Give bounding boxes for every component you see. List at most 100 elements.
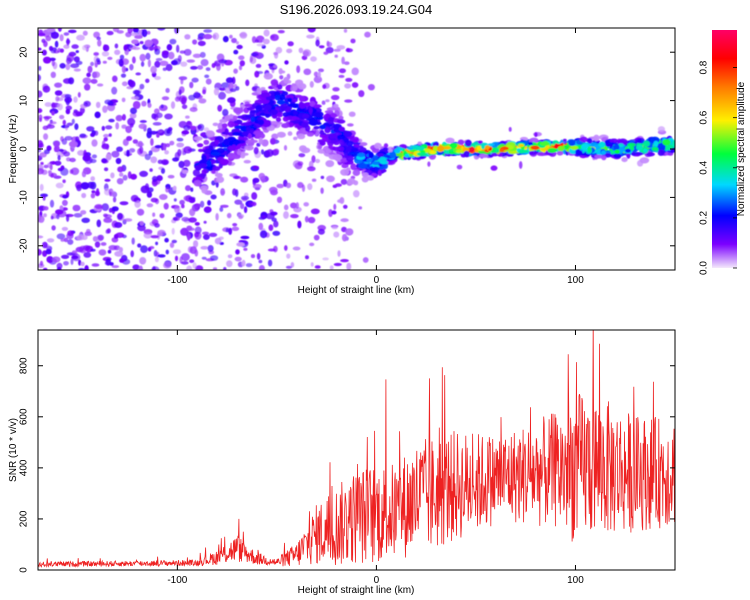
spectrogram-noise-point — [154, 145, 162, 149]
spectrogram-noise-point — [57, 28, 62, 32]
spectrogram-ridge-point — [308, 107, 313, 114]
snr-x-tick-label: 100 — [567, 575, 584, 586]
spectrogram-noise-point — [115, 157, 122, 165]
spectrogram-noise-point — [79, 106, 85, 114]
snr-x-label: Height of straight line (km) — [298, 585, 415, 596]
spectrogram-noise-point — [123, 218, 133, 222]
spectrogram-noise-point — [97, 39, 102, 47]
spectrogram-noise-point — [236, 44, 243, 50]
spectrogram-ridge-point — [212, 122, 219, 127]
spectrogram-ridge-point — [201, 187, 207, 194]
spectrogram-noise-point — [76, 184, 82, 192]
spectrogram-ridge-point — [338, 115, 344, 120]
spectrogram-noise-point — [318, 45, 325, 49]
spectrogram-noise-point — [311, 155, 316, 164]
spectrogram-noise-point — [46, 238, 55, 243]
spectrogram-noise-point — [341, 233, 348, 242]
spectrogram-ridge-point — [282, 116, 289, 122]
spectrogram-noise-point — [174, 205, 180, 214]
spectrogram-ridge-point — [389, 152, 397, 159]
spectrogram-noise-point — [97, 234, 105, 241]
spectrogram-ridge-point — [325, 99, 330, 103]
spectrogram-noise-point — [334, 183, 342, 187]
spectrogram-noise-point — [297, 161, 304, 167]
spectrogram-ridge-point — [224, 128, 229, 136]
spectrogram-noise-point — [107, 56, 113, 61]
spectrogram-noise-point — [140, 245, 148, 254]
spectrogram-ridge-point — [193, 180, 202, 187]
spectrogram-noise-point — [171, 60, 178, 66]
spectrogram-noise-point — [115, 114, 123, 122]
spectrogram-noise-point — [140, 185, 150, 194]
spectrogram-noise-point — [210, 194, 217, 200]
spectrogram-noise-point — [364, 31, 371, 38]
spectrogram-ridge-point — [278, 68, 283, 75]
spectrogram-noise-point — [208, 232, 218, 237]
spectrogram-noise-point — [261, 215, 266, 219]
spectrogram-noise-point — [42, 85, 51, 93]
spectrogram-noise-point — [64, 94, 72, 99]
spectrogram-noise-point — [111, 265, 120, 269]
spectrogram-ridge-point — [308, 119, 319, 126]
spectrogram-noise-point — [243, 247, 248, 251]
spectrogram-noise-point — [183, 159, 191, 167]
spectrogram-noise-point — [286, 48, 293, 54]
spectrogram-noise-point — [103, 213, 108, 218]
spectrogram-noise-point — [83, 252, 92, 258]
spectrogram-ridge-point — [361, 176, 369, 183]
spectrogram-noise-point — [317, 71, 321, 79]
spectrogram-noise-point — [200, 246, 209, 250]
spectrogram-ridge-point — [319, 129, 325, 136]
spectrogram-noise-point — [233, 49, 239, 55]
spectrogram-noise-point — [183, 146, 193, 154]
spectrogram-noise-point — [132, 56, 136, 64]
spectrogram-noise-point — [63, 237, 69, 243]
spectrogram-noise-point — [43, 213, 47, 218]
spectrogram-noise-point — [105, 229, 110, 234]
spectrogram-noise-point — [240, 203, 245, 210]
spectrogram-ridge-point — [350, 147, 359, 152]
spectrogram-noise-point — [161, 96, 170, 101]
spectrogram-noise-point — [39, 260, 44, 266]
spectrogram-ridge-point — [637, 139, 642, 144]
spectrogram-ridge-point — [302, 113, 310, 119]
spectrogram-noise-point — [166, 44, 173, 51]
spectrogram-noise-point — [233, 68, 238, 74]
spectrogram-ridge-point — [642, 140, 651, 147]
spectrogram-noise-point — [254, 39, 259, 43]
spectrogram-noise-point — [220, 204, 229, 208]
spectrogram-noise-point — [162, 67, 167, 71]
spectrogram-noise-point — [42, 125, 49, 130]
spectrogram-noise-point — [159, 213, 165, 219]
spectrogram-noise-point — [249, 55, 253, 63]
spectrogram-noise-point — [96, 83, 104, 87]
spectrogram-ridge-point — [332, 146, 342, 152]
spectrogram-noise-point — [169, 242, 175, 248]
spectrogram-noise-point — [219, 206, 224, 212]
spectrogram-noise-point — [115, 232, 125, 238]
spectrogram-noise-point — [358, 90, 365, 98]
spectrogram-noise-point — [190, 66, 198, 70]
spectrogram-noise-point — [108, 245, 118, 251]
spectrogram-noise-point — [38, 74, 41, 82]
spectrogram-noise-point — [326, 40, 330, 47]
spectrogram-noise-point — [218, 91, 226, 100]
spectrogram-ridge-point — [203, 139, 210, 145]
spectrogram-noise-point — [147, 59, 151, 68]
spectrogram-noise-point — [46, 256, 54, 263]
spectrogram-noise-point — [164, 237, 169, 243]
spectrogram-noise-point — [240, 235, 250, 240]
spectrogram-noise-point — [226, 212, 232, 219]
spectrogram-noise-point — [181, 216, 190, 222]
spectrogram-noise-point — [298, 153, 306, 158]
spectrogram-ridge-point — [499, 148, 505, 153]
spectrogram-noise-point — [122, 174, 128, 181]
spectrogram-noise-point — [73, 56, 80, 63]
spectrogram-ridge-point — [325, 148, 332, 154]
spectrogram-noise-point — [323, 51, 329, 55]
spectrogram-noise-point — [51, 102, 56, 109]
spectrogram-ridge-point — [248, 142, 254, 147]
colorbar-tick-label: 0.0 — [699, 261, 710, 275]
spectrogram-ridge-point — [536, 151, 546, 156]
spectrogram-noise-point — [252, 177, 260, 183]
